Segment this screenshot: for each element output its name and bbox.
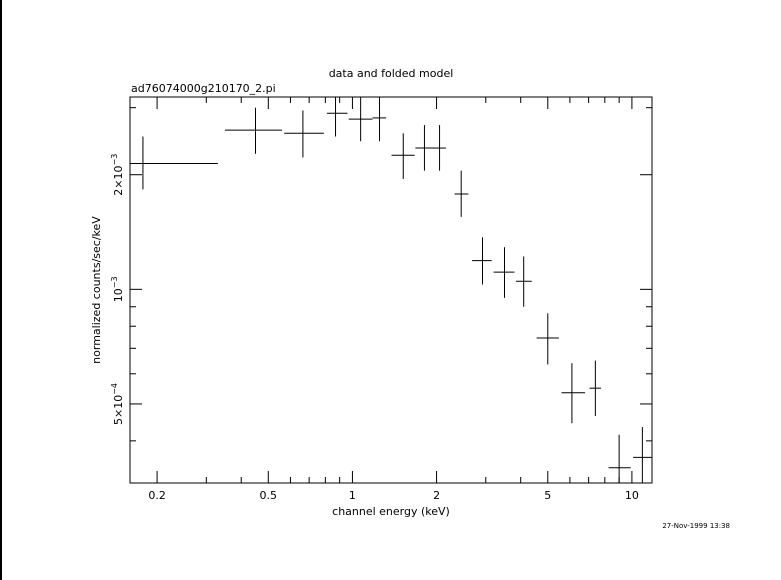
data-point bbox=[536, 313, 559, 365]
x-tick-label: 2 bbox=[433, 489, 440, 502]
x-axis-label: channel energy (keV) bbox=[332, 505, 450, 518]
data-point bbox=[433, 125, 446, 171]
data-point bbox=[391, 133, 415, 179]
data-point bbox=[348, 97, 373, 142]
x-tick-label: 1 bbox=[349, 489, 356, 502]
data-points bbox=[130, 97, 652, 483]
y-axis-label: normalized counts/sec/keV bbox=[90, 216, 103, 364]
data-point bbox=[326, 97, 348, 137]
y-axis-tick-labels: 5×10−4 10−3 2×10−3 bbox=[110, 154, 125, 425]
data-point bbox=[130, 136, 218, 190]
data-point bbox=[454, 170, 469, 217]
data-point bbox=[608, 434, 631, 483]
data-point bbox=[589, 360, 601, 416]
x-tick-label: 5 bbox=[544, 489, 551, 502]
x-axis-ticks bbox=[156, 97, 633, 483]
y-tick-label: 5×10−4 bbox=[110, 383, 125, 425]
data-point bbox=[633, 426, 652, 483]
data-point bbox=[516, 256, 532, 307]
x-tick-label: 10 bbox=[625, 489, 639, 502]
x-axis-tick-labels: 0.2 0.5 1 2 5 10 bbox=[148, 489, 639, 502]
timestamp: 27-Nov-1999 13:38 bbox=[662, 522, 730, 530]
data-point bbox=[561, 363, 586, 424]
chart-title: data and folded model bbox=[329, 67, 454, 80]
data-point bbox=[284, 110, 324, 158]
window-left-border bbox=[0, 0, 2, 580]
data-point bbox=[225, 107, 283, 154]
data-point bbox=[472, 237, 492, 285]
plot-frame bbox=[129, 96, 653, 484]
data-point bbox=[372, 97, 387, 142]
y-axis-ticks bbox=[130, 107, 652, 442]
data-point bbox=[493, 247, 515, 298]
x-tick-label: 0.2 bbox=[148, 489, 166, 502]
chart-subtitle: ad76074000g210170_2.pi bbox=[131, 82, 276, 95]
y-tick-label: 10−3 bbox=[110, 276, 125, 302]
y-tick-label: 2×10−3 bbox=[110, 154, 125, 196]
x-tick-label: 0.5 bbox=[260, 489, 278, 502]
data-point bbox=[415, 125, 434, 171]
